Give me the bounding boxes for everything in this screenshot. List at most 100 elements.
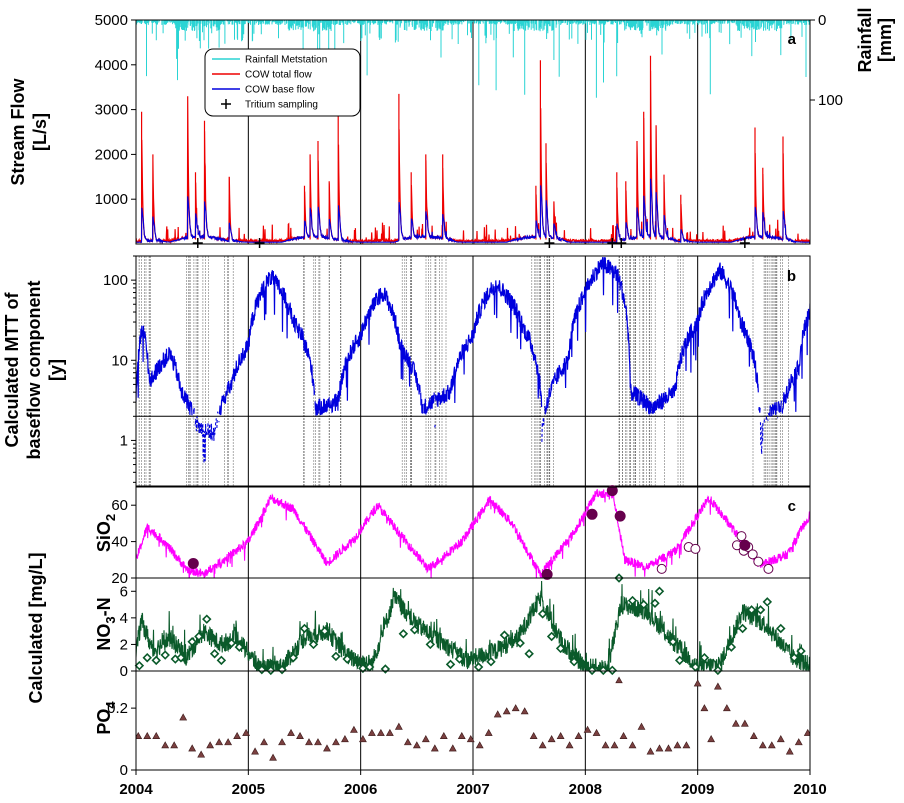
no3-point: [598, 665, 609, 676]
po4-point: [197, 750, 206, 758]
po4-point: [170, 741, 179, 749]
no3-point: [454, 654, 465, 664]
po4-point: [296, 731, 304, 739]
po4-point: [314, 738, 322, 746]
no3-point: [209, 648, 220, 659]
mtt-series-below-threshold: [193, 416, 782, 463]
po4-point: [664, 744, 673, 752]
po4-point: [803, 728, 810, 736]
po4-point: [707, 735, 716, 743]
sio2-open-point: [747, 549, 758, 560]
po4-point: [574, 731, 583, 739]
no3-extra-point: [615, 676, 623, 684]
panel-label-c: c: [788, 498, 796, 515]
no3-point: [789, 652, 800, 663]
sio2-label: SiO2: [94, 514, 118, 552]
po4-point: [740, 719, 749, 727]
no3-point: [331, 651, 341, 662]
y-label-b-line1: Calculated MTT of: [2, 291, 22, 447]
po4-point: [385, 728, 394, 736]
po4-point: [713, 682, 722, 690]
no3-label-suffix: -N: [94, 597, 114, 616]
y-axis-label-a: Stream Flow [L/s]: [8, 77, 50, 185]
legend-tritium-label: Tritium sampling: [245, 100, 318, 111]
no3-point: [755, 605, 766, 615]
no3-point: [486, 656, 496, 667]
no3-point: [216, 655, 227, 666]
po4-point: [359, 735, 367, 743]
tritium-sampling-marker: [616, 238, 627, 248]
no3-point: [587, 665, 597, 676]
y-tick-label-a: 4000: [95, 57, 128, 74]
po4-point: [269, 753, 277, 761]
po4-point: [529, 731, 538, 739]
po4-point: [412, 741, 421, 749]
po4-point: [341, 735, 349, 743]
no3-point: [398, 629, 409, 639]
sio2-open-point: [763, 563, 774, 574]
no3-point: [555, 643, 566, 654]
y-tick-label-a: 3000: [95, 102, 128, 119]
x-tick-label: 2009: [681, 781, 714, 798]
po4-point: [794, 738, 803, 746]
no3-point: [524, 648, 534, 659]
po4-point: [700, 704, 709, 712]
y2-axis-label-a: Rainfall[mm]: [855, 7, 895, 72]
sio2-open-point: [736, 531, 747, 542]
no3-point: [650, 598, 660, 608]
po4-point: [583, 725, 592, 733]
y-tick-label-a: 5000: [95, 12, 128, 29]
po4-point: [511, 704, 520, 712]
y-tick-label-sio2: 60: [111, 497, 128, 514]
po4-point: [448, 744, 457, 752]
no3-series: [136, 580, 810, 671]
po4-point: [785, 747, 794, 755]
no3-point: [380, 664, 391, 674]
no3-point: [134, 660, 145, 671]
legend-tritium-swatch: [221, 99, 231, 109]
po4-point: [323, 744, 331, 752]
sio2-label-main: SiO: [94, 521, 114, 552]
no3-point: [796, 646, 806, 656]
legend-box: [204, 48, 361, 117]
po4-point: [484, 728, 493, 736]
no3-point: [176, 652, 186, 663]
no3-point: [607, 665, 618, 676]
y2-label-a-line2: [mm]: [875, 18, 895, 62]
po4-point: [394, 722, 403, 730]
no3-point: [639, 599, 649, 610]
no3-label: NO3-N: [94, 597, 118, 650]
no3-point: [187, 637, 197, 647]
po4-point: [421, 735, 430, 743]
po4-point: [749, 731, 758, 739]
no3-point: [425, 639, 436, 650]
po4-point: [305, 738, 313, 746]
y2-tick-label-a: 0: [818, 12, 826, 29]
po4-label-main: PO: [94, 709, 114, 735]
legend-rainfall-label: Rainfall Metstation: [245, 55, 327, 66]
panel-po4-plot: [136, 671, 810, 770]
po4-label: PO4: [94, 701, 118, 735]
po4-point: [475, 741, 484, 749]
x-tick-label: 2006: [344, 781, 377, 798]
po4-point: [136, 731, 143, 739]
no3-point: [499, 630, 510, 640]
po4-point: [260, 738, 268, 746]
no3-point: [726, 642, 737, 652]
x-tick-label: 2008: [569, 781, 602, 798]
po4-point: [403, 738, 412, 746]
sio2-filled-point: [541, 568, 553, 580]
no3-point: [409, 625, 420, 635]
legend-base-flow-label: COW base flow: [245, 85, 315, 96]
y-label-a-line2: [L/s]: [30, 113, 50, 151]
po4-label-sub: 4: [103, 701, 118, 709]
no3-point: [699, 652, 710, 663]
sio2-filled-point: [187, 557, 199, 569]
sio2-filled-point: [606, 485, 618, 497]
po4-point: [637, 722, 646, 730]
no3-point: [654, 586, 665, 597]
y-tick-label-no3: 0: [120, 663, 128, 680]
po4-point: [367, 728, 376, 736]
po4-point: [655, 744, 664, 752]
